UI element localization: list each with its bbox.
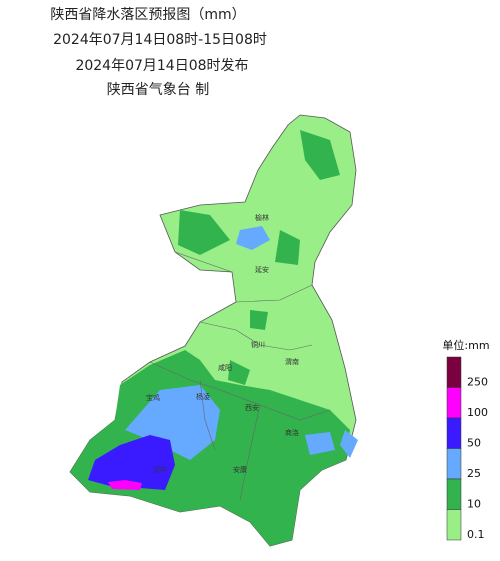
city-label: 汉中 bbox=[153, 465, 167, 474]
blue-area bbox=[88, 435, 175, 490]
green-patch bbox=[178, 130, 340, 385]
legend-label: 0.1 bbox=[467, 528, 485, 541]
legend-label: 250 bbox=[467, 376, 488, 389]
legend: 单位:mm 250 100 50 25 10 0.1 bbox=[442, 338, 489, 541]
city-label: 榆林 bbox=[255, 213, 269, 222]
legend-swatch bbox=[446, 448, 462, 480]
period: 2024年07月14日08时-15日08时 bbox=[53, 32, 267, 48]
city-label: 延安 bbox=[255, 265, 269, 274]
legend-label: 25 bbox=[467, 467, 481, 480]
legend-swatch bbox=[446, 387, 462, 419]
city-label: 渭南 bbox=[285, 357, 299, 366]
magenta-area bbox=[108, 480, 142, 490]
legend-swatch bbox=[446, 417, 462, 449]
city-label: 杨凌 bbox=[196, 392, 210, 401]
city-label: 商洛 bbox=[285, 428, 299, 437]
city-label: 宝鸡 bbox=[146, 393, 160, 402]
title: 陕西省降水落区预报图（mm） bbox=[50, 7, 245, 23]
legend-swatch bbox=[446, 509, 462, 541]
legend-unit: 单位:mm bbox=[442, 338, 489, 352]
city-label: 安康 bbox=[233, 465, 247, 474]
legend-label: 10 bbox=[467, 498, 481, 511]
city-label: 咸阳 bbox=[218, 363, 232, 372]
legend-swatch bbox=[446, 478, 462, 510]
city-label: 西安 bbox=[245, 403, 259, 412]
agency: 陕西省气象台 制 bbox=[107, 82, 209, 98]
issued: 2024年07月14日08时发布 bbox=[75, 58, 248, 74]
boundaries bbox=[149, 251, 331, 501]
legend-label: 100 bbox=[467, 406, 488, 419]
green-area bbox=[70, 350, 350, 546]
blue-light-patch bbox=[125, 226, 358, 460]
legend-label: 50 bbox=[467, 437, 481, 450]
city-label: 铜川 bbox=[251, 340, 265, 349]
legend-swatch bbox=[446, 356, 462, 388]
